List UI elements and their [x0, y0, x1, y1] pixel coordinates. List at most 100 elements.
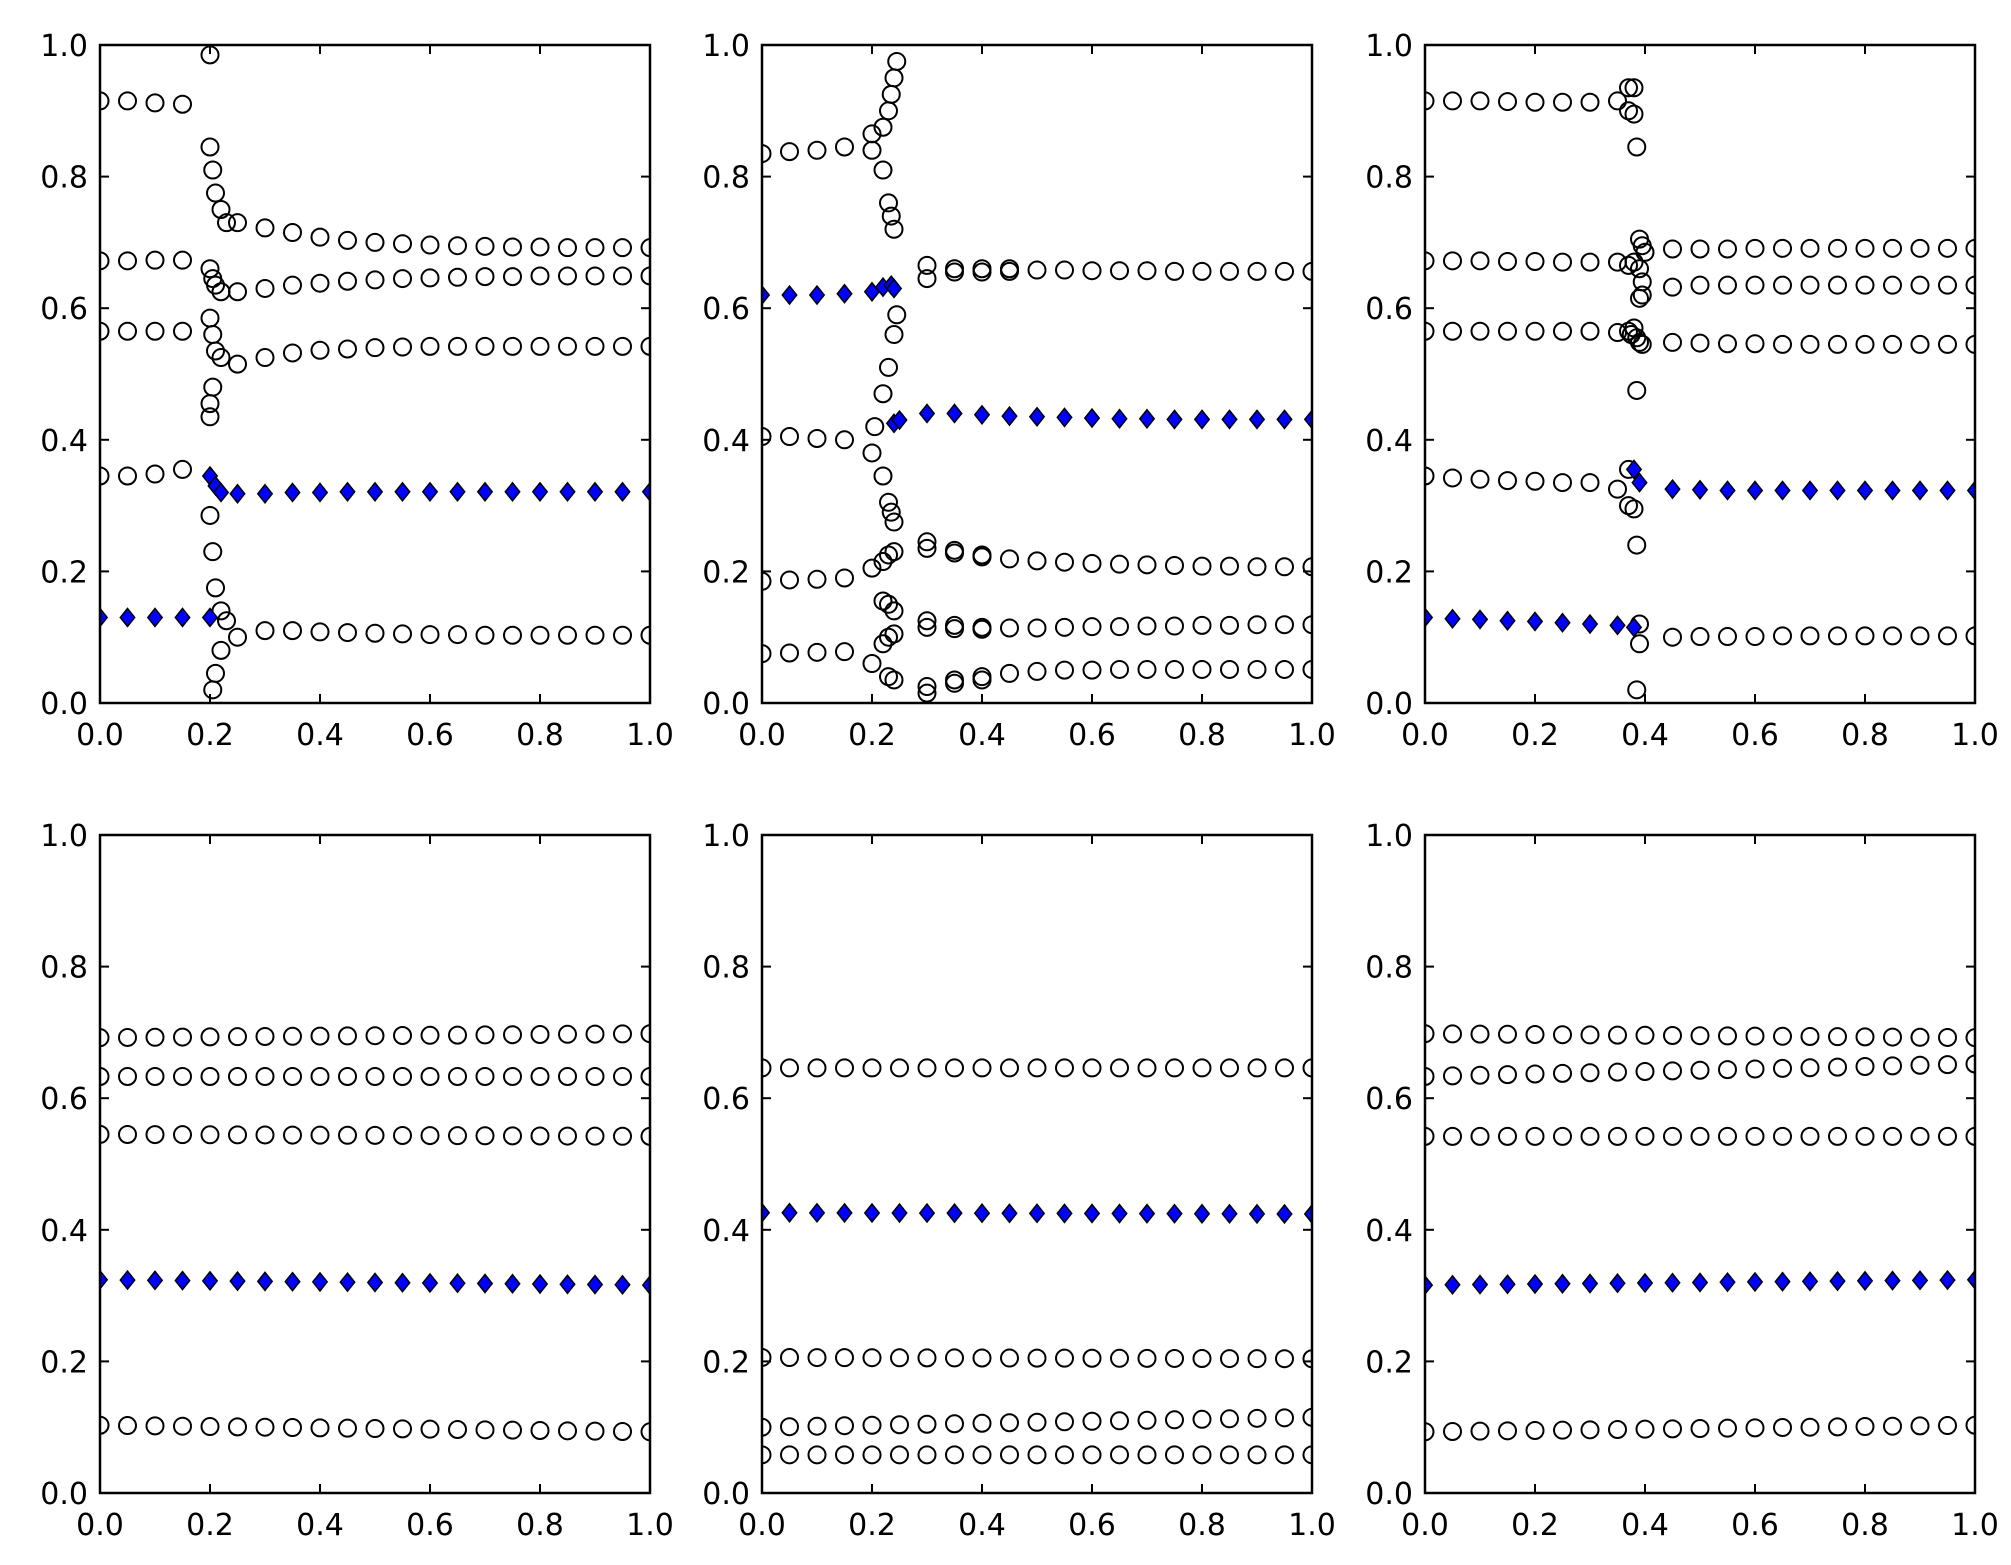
x-tick-label: 0.2	[1511, 1508, 1559, 1543]
data-point	[1275, 1058, 1294, 1078]
data-point	[1110, 554, 1129, 574]
data-point	[585, 336, 605, 356]
data-point-diamond	[1248, 1203, 1266, 1225]
data-point	[1690, 1126, 1710, 1146]
data-point	[1000, 1445, 1019, 1465]
data-point	[1525, 92, 1545, 112]
data-point	[1247, 1445, 1267, 1465]
data-point	[613, 625, 632, 645]
data-point-diamond	[1829, 480, 1846, 501]
x-tick-label: 0.0	[76, 1508, 124, 1543]
data-point	[917, 269, 937, 289]
data-point	[890, 1415, 909, 1435]
data-point	[1525, 321, 1545, 341]
data-point-diamond	[863, 1202, 881, 1224]
data-point	[1910, 238, 1930, 258]
data-point	[1000, 663, 1019, 683]
data-point	[448, 236, 467, 256]
axes-frame	[98, 43, 652, 705]
data-point-diamond	[119, 1269, 136, 1291]
data-point	[1608, 1420, 1627, 1440]
data-point	[100, 1415, 110, 1435]
data-point-diamond	[586, 1274, 604, 1295]
data-point	[879, 357, 898, 377]
data-point	[807, 642, 827, 662]
data-point	[145, 250, 165, 270]
data-point	[1137, 555, 1157, 575]
data-point	[530, 1066, 550, 1086]
data-point-diamond	[1499, 1274, 1516, 1295]
data-point-diamond	[174, 607, 191, 628]
data-point	[1553, 321, 1572, 341]
data-point	[1690, 1026, 1710, 1046]
data-point-diamond	[1625, 617, 1643, 638]
data-point-diamond	[1499, 610, 1516, 631]
data-point	[503, 237, 522, 257]
data-point	[1082, 1445, 1102, 1465]
data-point	[807, 428, 827, 448]
data-point	[835, 137, 854, 157]
data-point-diamond	[1631, 472, 1648, 493]
data-point	[1773, 238, 1792, 258]
data-point	[1690, 1419, 1710, 1439]
data-point-diamond	[531, 481, 549, 502]
data-point	[145, 1416, 165, 1436]
data-point	[1883, 1027, 1902, 1047]
data-point-diamond	[146, 1270, 164, 1291]
data-point	[1745, 334, 1765, 354]
data-point	[1220, 556, 1239, 576]
y-tick-label: 0.2	[1365, 555, 1413, 590]
axes-frame	[1423, 43, 1977, 705]
chart-panel-6: 0.0 0.2 0.4 0.6 0.8 1.0 0.0 0.2 0.4 0.6 0.8 1.0	[1365, 819, 1999, 1543]
y-tick-label: 0.4	[40, 1214, 88, 1249]
data-point	[917, 617, 937, 637]
data-point	[1553, 252, 1572, 272]
data-point	[310, 273, 330, 293]
data-point	[203, 680, 223, 700]
y-tick-label: 0.4	[40, 424, 88, 459]
data-point	[1192, 556, 1212, 576]
data-marks	[762, 51, 1312, 703]
data-point	[945, 619, 964, 639]
y-tick-label: 1.0	[1365, 819, 1413, 854]
data-point	[1553, 1420, 1572, 1440]
data-point-diamond	[762, 284, 771, 306]
data-point	[310, 622, 330, 642]
data-point	[145, 1027, 165, 1047]
y-tick-label: 0.6	[40, 292, 88, 327]
data-point	[200, 259, 220, 279]
data-point	[1580, 1420, 1600, 1440]
data-point	[1498, 1126, 1517, 1146]
data-marks	[762, 1058, 1312, 1465]
data-point	[1498, 92, 1517, 112]
data-point	[530, 266, 550, 286]
data-point	[1055, 617, 1074, 637]
data-point	[780, 570, 799, 590]
data-point	[1828, 1027, 1847, 1047]
data-point	[879, 594, 898, 614]
data-point	[1580, 1126, 1600, 1146]
data-point	[1663, 1061, 1682, 1081]
data-point	[310, 340, 330, 360]
data-point	[1938, 1126, 1957, 1146]
data-point-diamond	[119, 607, 136, 628]
data-point	[1883, 626, 1902, 646]
data-point	[1055, 1348, 1074, 1368]
data-point	[393, 1419, 412, 1439]
data-point	[1718, 627, 1737, 647]
data-point	[1800, 1058, 1820, 1078]
data-point-diamond	[1774, 480, 1791, 501]
x-tick-label: 0.0	[1401, 718, 1449, 753]
data-point	[1425, 466, 1435, 486]
data-point	[100, 1066, 110, 1086]
data-point	[1165, 1410, 1184, 1430]
data-point-diamond	[366, 481, 384, 502]
data-point-diamond	[1444, 608, 1461, 629]
data-point	[1608, 1126, 1627, 1146]
data-point	[1690, 627, 1710, 647]
data-point	[1828, 275, 1847, 295]
x-tick-label: 0.8	[516, 1508, 564, 1543]
data-point-diamond	[256, 483, 274, 504]
data-point	[206, 183, 225, 203]
data-point	[420, 625, 440, 645]
